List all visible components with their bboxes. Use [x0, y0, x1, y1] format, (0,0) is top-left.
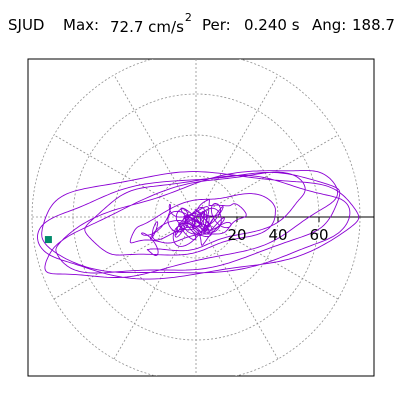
- angle-label: Ang:: [312, 16, 347, 34]
- max-marker-square: [44, 236, 52, 244]
- radial-tick-label-60: 60: [309, 226, 328, 244]
- motion-trace: [37, 170, 360, 280]
- max-value: 72.7 cm/s2: [110, 11, 192, 36]
- radial-tick-label-40: 40: [268, 226, 287, 244]
- angle-value: 188.7: [352, 16, 395, 34]
- radial-tick-label-20: 20: [227, 226, 246, 244]
- period-label: Per:: [202, 16, 231, 34]
- station-code: SJUD: [8, 16, 45, 34]
- max-label: Max:: [63, 16, 100, 34]
- max-value-text: 72.7 cm/s: [110, 18, 184, 36]
- period-value: 0.240 s: [244, 16, 300, 34]
- motion-trace-line: [37, 170, 360, 280]
- max-value-exponent: 2: [184, 11, 192, 24]
- max-marker: [44, 236, 52, 244]
- radial-tick-labels: 20 40 60: [227, 226, 328, 244]
